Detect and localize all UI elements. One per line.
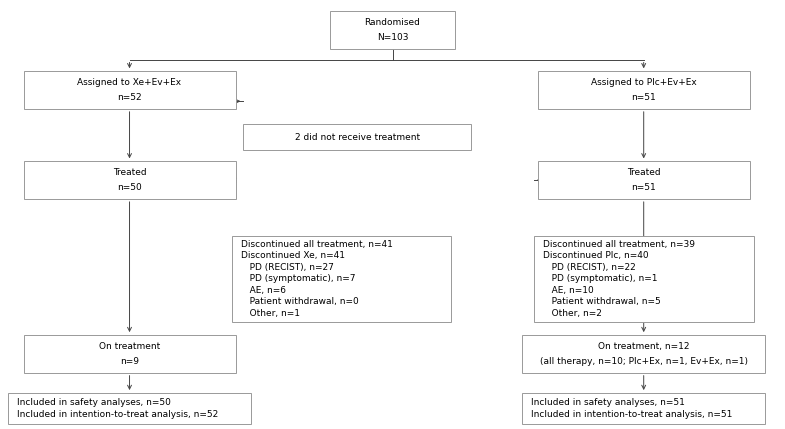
FancyBboxPatch shape — [24, 161, 236, 199]
Text: Included in intention-to-treat analysis, n=51: Included in intention-to-treat analysis,… — [531, 410, 733, 419]
FancyBboxPatch shape — [24, 335, 236, 373]
Text: Treated: Treated — [113, 168, 146, 177]
Text: On treatment, n=12: On treatment, n=12 — [598, 342, 689, 351]
Text: Discontinued Plc, n=40: Discontinued Plc, n=40 — [543, 251, 649, 260]
Text: AE, n=10: AE, n=10 — [543, 286, 594, 295]
FancyBboxPatch shape — [330, 11, 455, 49]
Text: Discontinued Xe, n=41: Discontinued Xe, n=41 — [241, 251, 345, 260]
Text: Discontinued all treatment, n=39: Discontinued all treatment, n=39 — [543, 240, 696, 249]
FancyBboxPatch shape — [24, 71, 236, 109]
Text: Other, n=1: Other, n=1 — [241, 309, 300, 317]
FancyBboxPatch shape — [232, 236, 451, 322]
Text: n=51: n=51 — [631, 183, 656, 192]
Text: PD (symptomatic), n=7: PD (symptomatic), n=7 — [241, 275, 356, 283]
Text: Included in safety analyses, n=51: Included in safety analyses, n=51 — [531, 398, 685, 407]
Text: Treated: Treated — [627, 168, 660, 177]
Text: PD (symptomatic), n=1: PD (symptomatic), n=1 — [543, 275, 658, 283]
FancyBboxPatch shape — [538, 71, 750, 109]
FancyBboxPatch shape — [538, 161, 750, 199]
Text: Randomised: Randomised — [364, 18, 421, 27]
FancyBboxPatch shape — [522, 393, 765, 424]
Text: Assigned to Xe+Ev+Ex: Assigned to Xe+Ev+Ex — [78, 78, 181, 87]
FancyBboxPatch shape — [522, 335, 765, 373]
Text: Discontinued all treatment, n=41: Discontinued all treatment, n=41 — [241, 240, 392, 249]
Text: Assigned to Plc+Ev+Ex: Assigned to Plc+Ev+Ex — [591, 78, 696, 87]
Text: N=103: N=103 — [377, 33, 408, 42]
FancyBboxPatch shape — [534, 236, 754, 322]
FancyBboxPatch shape — [8, 393, 251, 424]
FancyBboxPatch shape — [243, 124, 471, 150]
Text: Patient withdrawal, n=5: Patient withdrawal, n=5 — [543, 297, 661, 306]
Text: PD (RECIST), n=27: PD (RECIST), n=27 — [241, 263, 334, 272]
Text: n=51: n=51 — [631, 93, 656, 102]
Text: n=50: n=50 — [117, 183, 142, 192]
Text: Other, n=2: Other, n=2 — [543, 309, 602, 317]
Text: PD (RECIST), n=22: PD (RECIST), n=22 — [543, 263, 636, 272]
Text: n=9: n=9 — [120, 357, 139, 366]
Text: n=52: n=52 — [117, 93, 142, 102]
Text: On treatment: On treatment — [99, 342, 160, 351]
Text: (all therapy, n=10; Plc+Ex, n=1, Ev+Ex, n=1): (all therapy, n=10; Plc+Ex, n=1, Ev+Ex, … — [540, 357, 747, 366]
Text: Included in intention-to-treat analysis, n=52: Included in intention-to-treat analysis,… — [17, 410, 218, 419]
Text: 2 did not receive treatment: 2 did not receive treatment — [294, 133, 420, 142]
Text: Included in safety analyses, n=50: Included in safety analyses, n=50 — [17, 398, 171, 407]
Text: Patient withdrawal, n=0: Patient withdrawal, n=0 — [241, 297, 359, 306]
Text: AE, n=6: AE, n=6 — [241, 286, 286, 295]
